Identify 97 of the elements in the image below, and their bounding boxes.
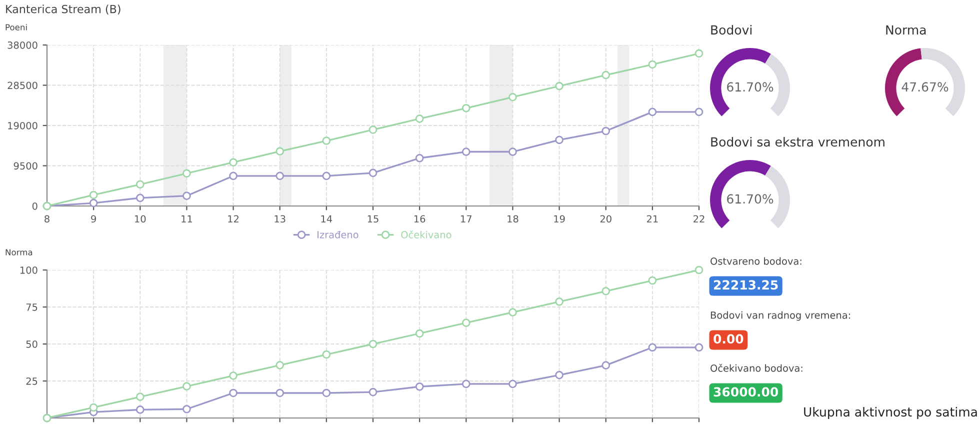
text: Bodovi van radnog vremena: — [710, 311, 850, 321]
y-axis-title: Norma — [6, 249, 32, 256]
x-tick-label: 21 — [646, 215, 658, 222]
text: Ostvareno bodova: — [710, 257, 802, 265]
x-tick-label: 17 — [461, 215, 472, 222]
point — [89, 403, 98, 412]
point — [648, 108, 657, 116]
point — [462, 148, 470, 156]
chart-title: Norma — [886, 25, 926, 35]
point — [229, 158, 238, 167]
x-tick-label: 11 — [182, 215, 192, 222]
point — [555, 370, 564, 380]
point — [415, 329, 424, 338]
point — [368, 168, 378, 178]
point — [276, 360, 284, 370]
point — [276, 147, 284, 156]
point — [508, 380, 517, 388]
point — [368, 340, 378, 348]
point — [229, 388, 238, 398]
x-tick-label: 20 — [600, 215, 612, 223]
point — [648, 276, 657, 285]
point — [89, 190, 98, 200]
point — [229, 172, 238, 180]
x-tick-label: 18 — [508, 215, 518, 223]
x-tick-label: 9 — [91, 215, 96, 223]
x-tick-label: 10 — [135, 215, 146, 223]
chart-title: Bodovi sa ekstra vremenom — [711, 136, 884, 147]
text: 22213.25 — [714, 280, 778, 290]
y-tick-label: 38000 — [8, 41, 38, 49]
point — [415, 154, 424, 162]
point — [462, 380, 470, 388]
point — [508, 148, 517, 156]
point — [89, 198, 98, 208]
point — [694, 49, 704, 58]
point — [136, 392, 144, 402]
legend-label: Izrađeno — [318, 230, 358, 238]
x-tick-label: 13 — [274, 215, 286, 223]
y-tick-label: 28500 — [8, 82, 38, 90]
point — [602, 286, 610, 296]
point — [602, 70, 610, 80]
point — [322, 350, 331, 359]
point — [415, 382, 424, 391]
point — [322, 136, 331, 145]
point — [694, 266, 704, 274]
y-tick-label: 100 — [20, 266, 38, 274]
point — [229, 372, 238, 380]
point — [136, 194, 144, 202]
point — [555, 136, 564, 144]
x-tick-label: 16 — [414, 215, 426, 223]
point — [602, 361, 610, 370]
y-tick-label: 19000 — [8, 122, 38, 130]
data-label: 61.70% — [727, 82, 774, 92]
x-tick-label: 19 — [554, 215, 565, 223]
point — [276, 172, 284, 180]
y-tick-label: 75 — [26, 304, 38, 311]
data-label: 61.70% — [727, 194, 774, 204]
point — [648, 343, 657, 352]
y-tick-label: 25 — [26, 377, 38, 385]
point — [694, 343, 704, 352]
point — [368, 126, 378, 134]
y-tick-label: 9500 — [14, 162, 38, 170]
point — [182, 404, 191, 414]
x-tick-label: 8 — [44, 215, 50, 223]
point — [182, 169, 191, 178]
text: Očekivano bodova: — [710, 364, 802, 372]
chart-title: Bodovi — [711, 24, 752, 35]
point — [136, 180, 144, 189]
x-tick-label: 22 — [694, 215, 704, 222]
point — [415, 114, 424, 123]
point — [276, 388, 284, 398]
x-tick-label: 14 — [321, 215, 332, 222]
y-axis-title: Poeni — [6, 24, 27, 30]
text: Ukupna aktivnost po satima — [804, 406, 977, 420]
point — [602, 126, 610, 136]
point — [136, 406, 144, 414]
text: 0.00 — [714, 334, 744, 344]
point — [555, 82, 564, 90]
point — [182, 192, 191, 200]
point — [322, 388, 331, 398]
point — [322, 172, 331, 180]
y-tick-label: 0 — [32, 202, 38, 210]
point — [555, 298, 564, 306]
point — [508, 92, 517, 102]
point — [648, 60, 657, 69]
x-tick-label: 12 — [228, 215, 238, 222]
text: 36000.00 — [714, 387, 778, 397]
point — [694, 108, 704, 116]
chart-title: Kanterica Stream (B) — [6, 4, 120, 15]
data-label: 47.67% — [902, 82, 948, 92]
legend-label: Očekivano — [401, 230, 452, 238]
point — [368, 388, 378, 396]
y-tick-label: 50 — [26, 340, 38, 348]
point — [462, 318, 470, 328]
point — [462, 104, 470, 112]
x-tick-label: 15 — [368, 215, 378, 223]
point — [182, 382, 191, 390]
point — [508, 308, 517, 316]
